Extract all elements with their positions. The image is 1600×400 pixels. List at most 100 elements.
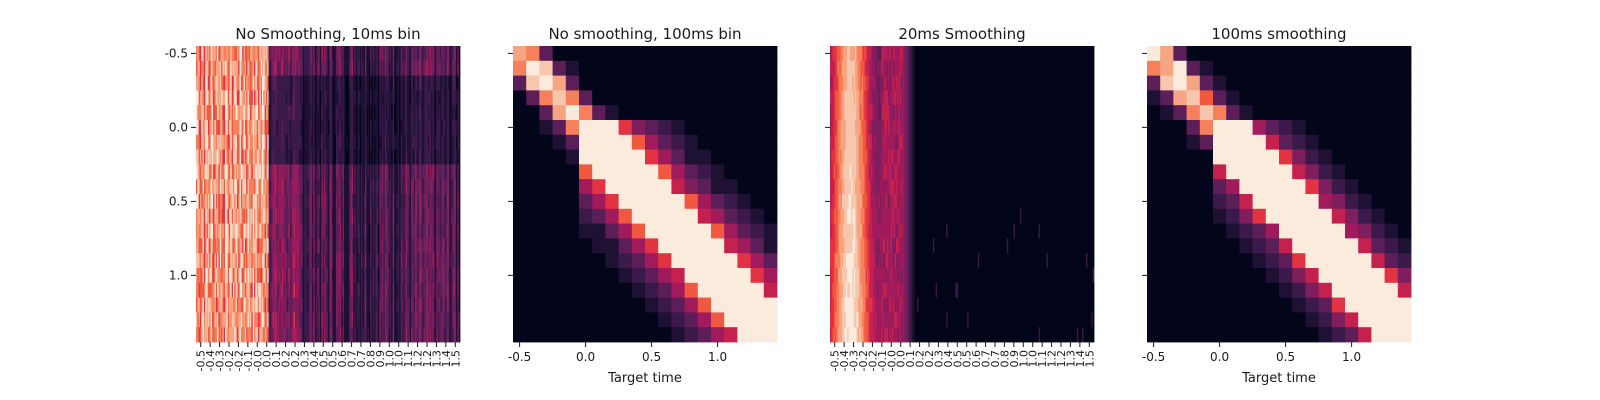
heatmap-cell	[357, 120, 359, 136]
heatmap-cell	[429, 312, 432, 328]
heatmap-cell	[453, 120, 456, 136]
heatmap-cell	[246, 253, 248, 269]
heatmap-cell	[440, 208, 442, 224]
heatmap-cell	[452, 268, 454, 284]
heatmap-cell	[364, 223, 367, 239]
heatmap-cell	[390, 120, 392, 136]
heatmap-cell	[386, 312, 388, 328]
heatmap-cell	[947, 46, 950, 62]
heatmap-cell	[387, 312, 390, 328]
heatmap-cell	[404, 282, 407, 298]
heatmap-cell	[199, 312, 202, 328]
heatmap-cell	[275, 90, 277, 106]
heatmap-cell	[697, 238, 712, 254]
x-tick-label: 0.1	[270, 350, 283, 368]
heatmap-cell	[392, 75, 395, 91]
heatmap-cell	[852, 60, 855, 76]
heatmap-cell	[308, 120, 310, 136]
heatmap-cell	[390, 134, 392, 150]
heatmap-cell	[296, 282, 299, 298]
heatmap-cell	[317, 208, 320, 224]
heatmap-cell	[359, 282, 362, 298]
heatmap-cell	[334, 60, 337, 76]
heatmap-cell	[255, 282, 258, 298]
heatmap-cell	[1025, 60, 1028, 76]
heatmap-cell	[342, 297, 345, 313]
heatmap-cell	[380, 46, 383, 62]
heatmap-cell	[1024, 46, 1026, 62]
heatmap-cell	[350, 149, 353, 165]
heatmap-cell	[1090, 46, 1092, 62]
heatmap-cell	[427, 297, 429, 313]
heatmap-cell	[932, 75, 935, 91]
heatmap-cell	[252, 297, 255, 313]
heatmap-cell	[354, 194, 357, 210]
heatmap-cell	[279, 194, 281, 210]
heatmap-cell	[213, 164, 215, 180]
heatmap-cell	[301, 238, 304, 254]
heatmap-cell	[314, 134, 317, 150]
heatmap-cell	[198, 238, 201, 254]
heatmap-cell	[396, 208, 399, 224]
heatmap-cell	[399, 149, 401, 165]
heatmap-cell	[430, 282, 433, 298]
heatmap-cell	[697, 268, 712, 284]
heatmap-cell	[242, 268, 244, 284]
heatmap-cell	[361, 134, 363, 150]
heatmap-cell	[605, 134, 619, 150]
heatmap-cell	[342, 327, 345, 343]
heatmap-cell	[382, 268, 384, 284]
heatmap-cell	[329, 46, 332, 62]
heatmap-cell	[965, 75, 968, 91]
heatmap-cell	[305, 194, 308, 210]
heatmap-cell	[273, 208, 276, 224]
heatmap-cell	[331, 75, 334, 91]
heatmap-cell	[279, 60, 281, 76]
heatmap-cell	[449, 327, 452, 343]
heatmap-cell	[396, 223, 399, 239]
heatmap-cell	[280, 327, 283, 343]
heatmap-cell	[407, 238, 409, 254]
heatmap-cell	[269, 312, 272, 328]
heatmap-cell	[456, 75, 458, 91]
heatmap-cell	[565, 164, 580, 180]
heatmap-cell	[832, 46, 835, 62]
heatmap-cell	[836, 75, 839, 91]
heatmap-cell	[444, 179, 446, 195]
heatmap-cell	[337, 194, 339, 210]
heatmap-cell	[243, 134, 246, 150]
heatmap-cell	[355, 90, 358, 106]
heatmap-cell	[314, 253, 317, 269]
heatmap-cell	[321, 208, 324, 224]
heatmap-cell	[343, 90, 346, 106]
heatmap-cell	[884, 75, 886, 91]
heatmap-cell	[227, 312, 230, 328]
heatmap-cell	[287, 120, 289, 136]
heatmap-cell	[579, 223, 593, 239]
heatmap-cell	[944, 60, 947, 76]
heatmap-cell	[246, 105, 248, 121]
heatmap-cell	[206, 46, 209, 62]
heatmap-cell	[304, 208, 306, 224]
heatmap-cell	[275, 208, 277, 224]
heatmap-cell	[302, 149, 305, 165]
heatmap-cell	[457, 105, 460, 121]
heatmap-cell	[255, 312, 258, 328]
heatmap-cell	[412, 312, 415, 328]
heatmap-cell	[302, 46, 305, 62]
heatmap-cell	[446, 194, 449, 210]
heatmap-cell	[374, 149, 376, 165]
heatmap-cell	[349, 208, 351, 224]
x-tick-label: 0.2	[280, 350, 293, 368]
heatmap-cell	[271, 90, 273, 106]
heatmap-cell	[376, 105, 379, 121]
heatmap-cell	[339, 194, 342, 210]
heatmap-cell	[335, 208, 338, 224]
heatmap-cell	[374, 312, 376, 328]
heatmap-cell	[306, 312, 309, 328]
heatmap-cell	[199, 282, 202, 298]
heatmap-cell	[331, 297, 334, 313]
heatmap-cell	[454, 60, 457, 76]
heatmap-cell	[258, 238, 260, 254]
heatmap-cell	[592, 297, 606, 313]
